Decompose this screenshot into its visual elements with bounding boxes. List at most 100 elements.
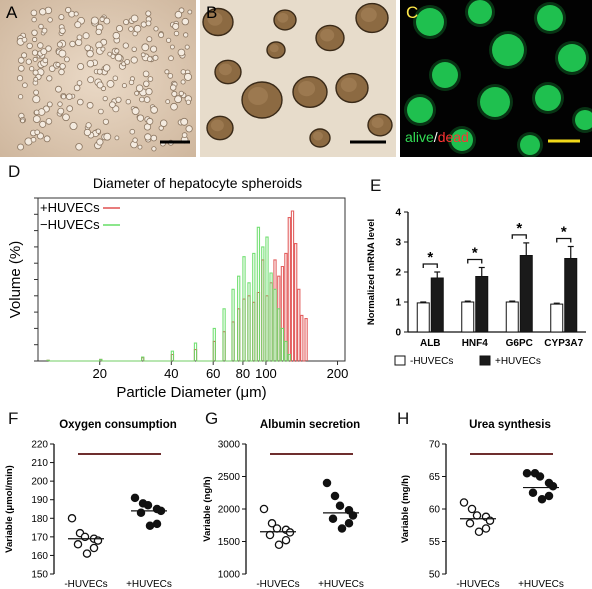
- data-point: [548, 482, 558, 491]
- cell: [25, 58, 32, 65]
- micrograph-c: C alive/dead: [400, 0, 592, 157]
- category-label: +HUVECs: [518, 579, 564, 589]
- cell: [31, 29, 38, 36]
- data-point: [459, 498, 469, 507]
- y-tick-label: 1000: [218, 570, 241, 581]
- cell: [174, 95, 183, 104]
- data-point: [535, 472, 545, 481]
- chart-title: Albumin secretion: [260, 419, 360, 431]
- significance-star: *: [472, 245, 478, 262]
- legend-label: -HUVECs: [410, 356, 453, 367]
- cell: [170, 102, 178, 111]
- cell: [64, 56, 70, 63]
- cell: [45, 118, 53, 125]
- cell: [46, 75, 53, 82]
- cell: [40, 48, 48, 55]
- panel-label-h: H: [397, 409, 410, 428]
- data-point: [259, 504, 269, 514]
- data-point: [344, 519, 354, 528]
- data-point: [474, 527, 484, 537]
- x-tick-label: 200: [327, 366, 349, 381]
- cell: [146, 117, 154, 125]
- spheroid-highlight: [269, 44, 279, 53]
- chart-h: Urea synthesis 50 55 60 65 70 Variable (mg/h) -…: [400, 419, 564, 589]
- cell: [31, 16, 37, 23]
- cell: [102, 96, 108, 102]
- chart-title: Oxygen consumption: [59, 419, 177, 431]
- y-axis-label: Variable (ng/h): [202, 476, 213, 541]
- cell: [128, 26, 134, 32]
- cell: [73, 11, 79, 17]
- cell: [174, 10, 183, 19]
- panel-label-b: B: [206, 3, 218, 22]
- cell: [153, 26, 159, 32]
- spheroid-alive: [492, 34, 524, 66]
- cell: [136, 114, 145, 122]
- spheroid-alive: [407, 97, 433, 123]
- cell: [146, 56, 153, 62]
- data-point: [274, 540, 284, 549]
- cell: [103, 132, 112, 141]
- cell: [130, 56, 138, 64]
- data-point: [465, 519, 475, 528]
- data-point: [335, 501, 345, 511]
- cell: [114, 48, 120, 54]
- legend-label: +HUVECs: [495, 356, 541, 367]
- cell: [150, 134, 158, 142]
- bar-minus-huvecs: [550, 303, 564, 333]
- spheroid-alive: [480, 87, 510, 117]
- data-point: [528, 488, 538, 498]
- cell: [114, 53, 123, 62]
- cell: [32, 56, 38, 62]
- cell: [17, 94, 24, 100]
- cell: [177, 48, 186, 57]
- cell: [100, 46, 106, 52]
- cell: [169, 84, 177, 91]
- cell: [46, 101, 53, 108]
- cell: [74, 21, 82, 29]
- data-point: [281, 535, 291, 545]
- cell: [125, 98, 131, 105]
- cell: [17, 57, 25, 64]
- cell: [180, 117, 189, 126]
- cell: [98, 108, 104, 115]
- cell: [142, 70, 150, 78]
- data-point: [328, 514, 338, 524]
- legend-alive: alive: [405, 129, 434, 145]
- cell: [167, 73, 174, 79]
- legend-dead: dead: [437, 129, 469, 145]
- y-tick-label: 0: [395, 328, 401, 339]
- cell: [90, 16, 99, 25]
- data-point: [522, 469, 532, 478]
- cell: [146, 36, 153, 43]
- cell: [122, 42, 129, 49]
- cell: [183, 32, 189, 38]
- y-tick-label: 1: [395, 298, 401, 309]
- cell: [69, 122, 78, 131]
- cell: [76, 80, 83, 86]
- cell: [143, 80, 150, 87]
- cell: [96, 138, 104, 146]
- cell: [139, 96, 145, 103]
- significance-bracket: [467, 258, 483, 264]
- category-label: -HUVECs: [64, 579, 107, 589]
- y-tick-label: 2: [395, 268, 401, 279]
- spheroid-alive: [432, 62, 458, 88]
- cell: [58, 68, 65, 76]
- cell: [20, 118, 26, 124]
- data-point: [285, 528, 295, 537]
- cell: [135, 84, 144, 92]
- bar-plus-huvecs: [519, 255, 533, 333]
- bar-plus-huvecs: [564, 258, 578, 333]
- x-tick-label: 40: [164, 366, 178, 381]
- cell: [187, 9, 193, 15]
- cell: [77, 63, 85, 71]
- spheroid-alive: [575, 110, 592, 130]
- significance-star: *: [516, 220, 522, 237]
- cell: [151, 146, 157, 152]
- spheroid-alive: [468, 0, 492, 24]
- cell: [132, 137, 138, 143]
- x-tick-label: 80: [236, 366, 250, 381]
- cell: [183, 72, 192, 81]
- cell: [33, 109, 40, 116]
